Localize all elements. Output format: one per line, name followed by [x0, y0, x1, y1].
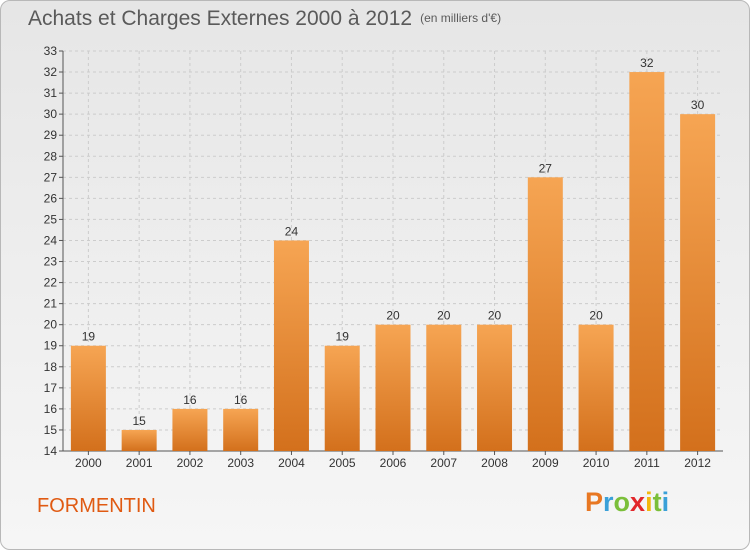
bar-value-label: 16 — [183, 393, 197, 407]
x-tick-label: 2003 — [227, 456, 254, 470]
y-tick-label: 24 — [44, 233, 58, 247]
bars — [70, 72, 716, 451]
y-tick-label: 28 — [44, 149, 58, 163]
chart-title-text: Achats et Charges Externes 2000 à 2012 — [28, 7, 413, 30]
logo-letter: i — [645, 487, 653, 517]
x-tick-label: 2000 — [75, 456, 102, 470]
bar-value-label: 16 — [234, 393, 248, 407]
y-tick-label: 32 — [44, 65, 58, 79]
x-tick-label: 2006 — [380, 456, 407, 470]
bar-value-label: 19 — [336, 330, 350, 344]
y-tick-label: 18 — [44, 360, 58, 374]
bar — [680, 114, 716, 451]
y-tick-label: 33 — [44, 44, 58, 58]
bar-value-label: 24 — [285, 224, 299, 238]
x-tick-label: 2007 — [430, 456, 457, 470]
bar-value-label: 20 — [437, 309, 451, 323]
bar-value-label: 15 — [132, 414, 146, 428]
logo-letter: o — [613, 487, 631, 517]
x-tick-label: 2011 — [634, 456, 660, 470]
x-tick-label: 2010 — [583, 456, 610, 470]
chart-title: Achats et Charges Externes 2000 à 2012 (e… — [28, 7, 501, 31]
y-tick-label: 19 — [44, 339, 58, 353]
y-tick-label: 15 — [44, 423, 58, 437]
y-tick-label: 22 — [44, 276, 58, 290]
y-tick-label: 16 — [44, 402, 58, 416]
commune-name: FORMENTIN — [37, 495, 156, 517]
bar — [477, 324, 513, 451]
x-tick-label: 2002 — [177, 456, 204, 470]
y-tick-label: 17 — [44, 381, 58, 395]
y-tick-label: 14 — [44, 444, 58, 458]
y-tick-label: 25 — [44, 212, 58, 226]
logo-letter: t — [652, 487, 662, 517]
bar — [426, 324, 462, 451]
y-tick-label: 27 — [44, 170, 58, 184]
bar-value-label: 19 — [82, 330, 96, 344]
bar — [223, 408, 259, 451]
y-tick-label: 23 — [44, 255, 58, 269]
bar — [70, 345, 106, 451]
x-tick-label: 2008 — [481, 456, 508, 470]
chart-subtitle: (en milliers d'€) — [420, 11, 502, 25]
bar — [121, 429, 157, 451]
bar-value-label: 20 — [386, 309, 400, 323]
bar — [324, 345, 360, 451]
logo-letter: x — [630, 487, 646, 517]
bar — [172, 408, 208, 451]
logo-letter: r — [603, 487, 614, 517]
bar — [375, 324, 411, 451]
logo-letter: P — [585, 487, 604, 517]
bar — [578, 324, 614, 451]
x-tick-label: 2005 — [329, 456, 356, 470]
bar-value-label: 32 — [640, 56, 654, 70]
logo-letter: i — [661, 487, 670, 517]
bar — [527, 177, 563, 451]
y-tick-label: 21 — [44, 297, 58, 311]
bar-value-label: 20 — [488, 309, 502, 323]
y-tick-label: 26 — [44, 191, 58, 205]
y-tick-label: 29 — [44, 128, 58, 142]
x-tick-label: 2009 — [532, 456, 559, 470]
y-tick-label: 30 — [44, 107, 58, 121]
x-tick-label: 2001 — [126, 456, 153, 470]
bar-value-label: 27 — [539, 161, 553, 175]
bar-value-label: 30 — [691, 98, 705, 112]
x-tick-label: 2012 — [684, 456, 711, 470]
y-tick-label: 20 — [44, 318, 58, 332]
bar — [629, 72, 665, 451]
x-tick-label: 2004 — [278, 456, 305, 470]
labels: 14 15 16 17 18 19 20 21 22 23 24 25 26 27 28 29 30 31 32 33… — [44, 44, 712, 470]
bar-value-label: 20 — [589, 309, 603, 323]
bar — [273, 240, 309, 451]
y-tick-label: 31 — [44, 86, 58, 100]
proxiti-logo[interactable]: Proxiti — [585, 487, 669, 518]
